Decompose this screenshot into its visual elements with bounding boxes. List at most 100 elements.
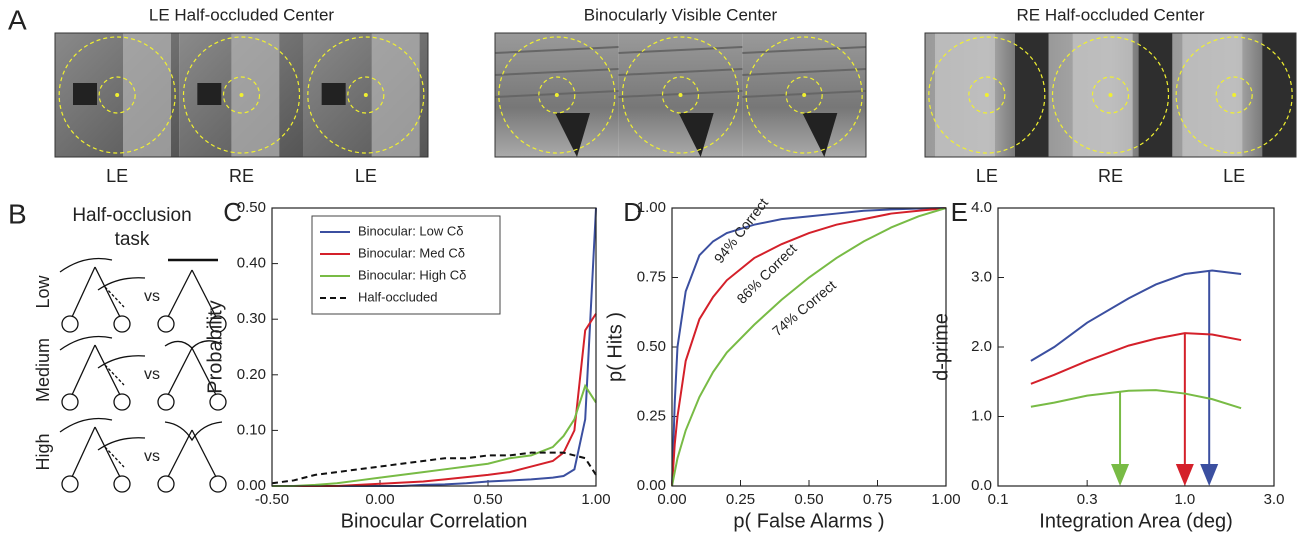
x-axis-label: Binocular Correlation xyxy=(341,510,528,532)
image-detail xyxy=(1138,33,1173,157)
y-axis-label: p( Hits ) xyxy=(604,312,626,382)
integration-area xyxy=(182,36,301,154)
integration-area xyxy=(307,36,425,154)
surface xyxy=(97,355,146,369)
series-line xyxy=(1030,332,1242,385)
y-tick-label: 0.00 xyxy=(237,477,266,494)
integration-area xyxy=(1175,36,1293,154)
series-line xyxy=(671,207,947,487)
image-detail xyxy=(197,83,222,105)
image-detail xyxy=(555,113,590,157)
panel-letter: A xyxy=(8,4,27,35)
integration-area xyxy=(928,36,1046,154)
ray xyxy=(191,347,217,396)
eye xyxy=(113,393,131,411)
image-detail xyxy=(1262,33,1296,157)
center-area xyxy=(98,76,136,114)
image-detail xyxy=(1015,33,1049,157)
ray xyxy=(94,426,121,478)
x-tick-label: 1.00 xyxy=(581,491,610,508)
y-axis-label: d-prime xyxy=(930,313,952,381)
x-tick-label: 0.00 xyxy=(365,491,394,508)
eye xyxy=(157,315,175,333)
integration-area xyxy=(498,36,616,154)
image-detail xyxy=(802,113,838,157)
center-area xyxy=(785,76,823,114)
image-frame xyxy=(494,32,867,158)
center-area xyxy=(661,76,700,114)
eye-label: RE xyxy=(1098,166,1123,186)
integration-area xyxy=(1051,36,1170,154)
y-tick-label: 0.20 xyxy=(237,366,266,383)
y-tick-label: 4.0 xyxy=(971,199,992,216)
image-title: Binocularly Visible Center xyxy=(584,5,778,24)
image-detail xyxy=(73,83,97,105)
series-line xyxy=(1030,389,1242,410)
occluded-ray xyxy=(104,446,125,468)
plot-frame xyxy=(671,207,947,487)
plot-frame xyxy=(997,207,1275,487)
fixation-dot xyxy=(1108,93,1113,97)
image-detail xyxy=(494,46,619,54)
task-title: Half-occlusion xyxy=(72,205,191,226)
eye xyxy=(157,475,175,493)
vs-label: vs xyxy=(144,366,160,383)
x-axis-label: p( False Alarms ) xyxy=(733,510,884,532)
arrow-head xyxy=(1200,464,1219,486)
center-area xyxy=(538,76,576,114)
surface xyxy=(97,437,146,451)
image-detail xyxy=(1072,33,1133,157)
series-line xyxy=(671,207,947,487)
eye xyxy=(209,315,227,333)
x-tick-label: 0.75 xyxy=(863,491,892,508)
integration-area xyxy=(621,36,740,154)
eye xyxy=(157,393,175,411)
fixation-dot xyxy=(984,93,989,97)
legend-label: Binocular: Med Cδ xyxy=(358,245,465,260)
fixation-dot xyxy=(1232,93,1237,97)
image-detail xyxy=(371,33,420,157)
annotation: 94% Correct xyxy=(711,195,772,266)
fixation-dot xyxy=(802,93,807,97)
row-label: Medium xyxy=(33,338,53,402)
x-tick-label: 0.3 xyxy=(1077,491,1098,508)
image-detail xyxy=(618,68,743,76)
occluded-ray xyxy=(104,286,125,308)
x-tick-label: 1.0 xyxy=(1174,491,1195,508)
task-title: task xyxy=(115,229,150,250)
ray xyxy=(191,429,217,478)
image-detail xyxy=(678,113,714,157)
y-tick-label: 0.30 xyxy=(237,310,266,327)
x-tick-label: 0.25 xyxy=(726,491,755,508)
image-title: LE Half-occluded Center xyxy=(149,5,335,24)
fixation-dot xyxy=(239,93,244,97)
eye xyxy=(209,475,227,493)
image-detail xyxy=(321,83,346,105)
series-line xyxy=(1030,269,1242,362)
center-area xyxy=(347,76,385,114)
x-tick-label: 3.0 xyxy=(1264,491,1285,508)
x-axis-label: Integration Area (deg) xyxy=(1039,510,1232,532)
x-tick-label: 0.00 xyxy=(657,491,686,508)
x-tick-label: 1.00 xyxy=(931,491,960,508)
ray xyxy=(167,347,193,396)
eye-label: LE xyxy=(976,166,998,186)
series-line xyxy=(671,207,947,487)
y-tick-label: 0.10 xyxy=(237,421,266,438)
arrow-head xyxy=(1111,464,1130,486)
eye xyxy=(61,315,79,333)
center-area xyxy=(968,76,1006,114)
center-area xyxy=(1215,76,1253,114)
annotation: 86% Correct xyxy=(733,240,799,306)
image-detail xyxy=(742,68,867,76)
image-title: RE Half-occluded Center xyxy=(1016,5,1204,24)
ray xyxy=(94,344,121,396)
fixation-dot xyxy=(678,93,683,97)
eye xyxy=(113,315,131,333)
eye-label: RE xyxy=(229,166,254,186)
x-tick-label: 0.50 xyxy=(473,491,502,508)
y-tick-label: 0.50 xyxy=(637,338,666,355)
occluded-ray xyxy=(104,364,125,386)
